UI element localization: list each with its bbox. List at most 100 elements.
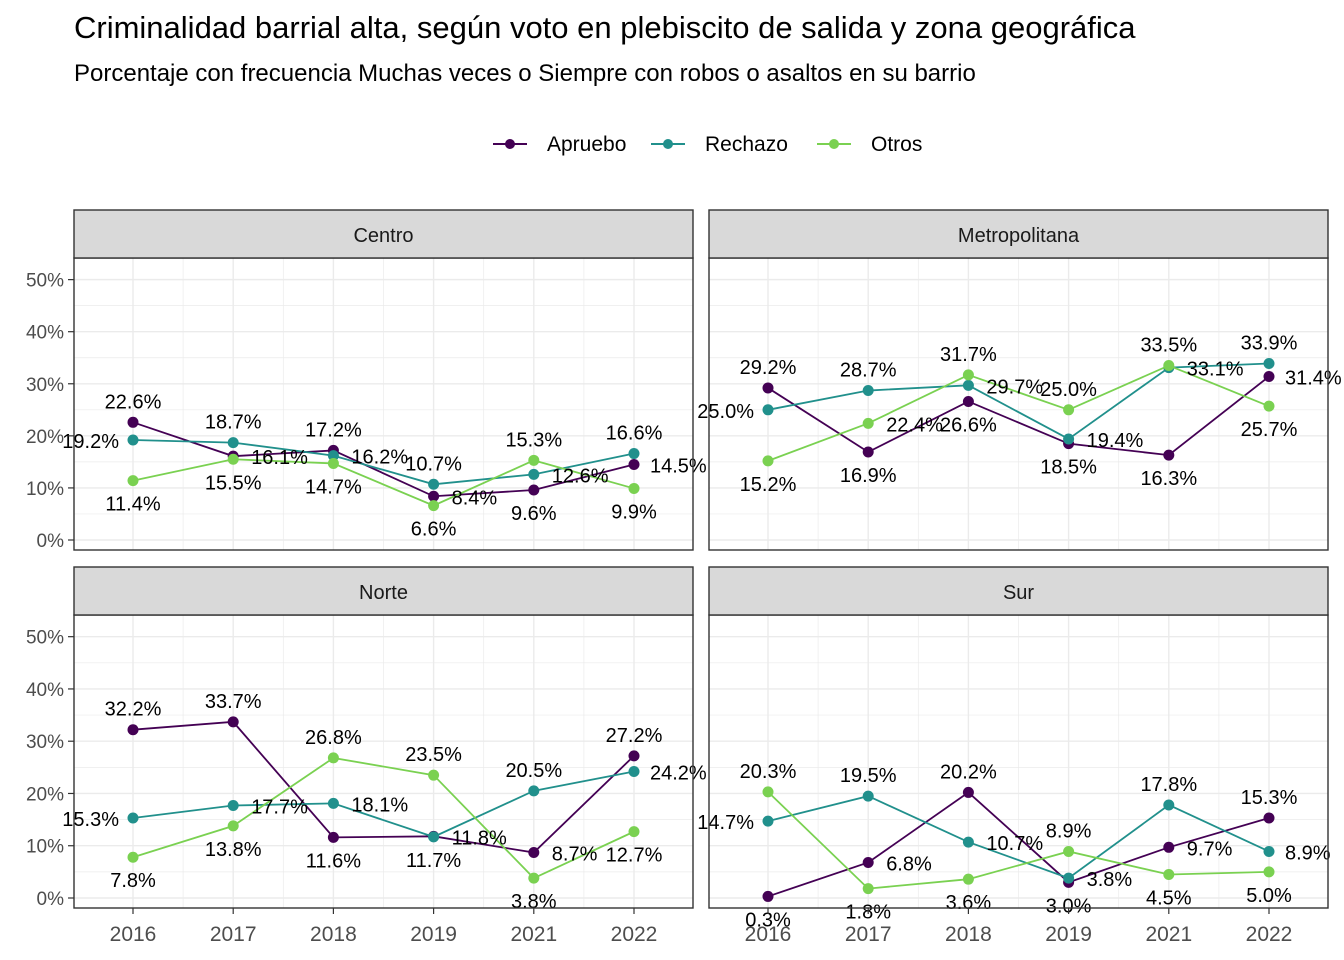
data-label: 14.7%: [305, 476, 362, 498]
data-point: [428, 500, 440, 512]
strip-background: [73, 209, 694, 259]
data-label: 31.7%: [940, 344, 997, 366]
data-label: 27.2%: [606, 725, 663, 747]
data-point: [1063, 845, 1075, 857]
data-label: 11.4%: [105, 494, 160, 516]
data-label: 25.7%: [1241, 419, 1298, 441]
series-line: [767, 791, 1270, 898]
data-label: 8.7%: [552, 844, 598, 866]
x-axis: 2016 2017 2018 2019 2021 2022: [110, 908, 658, 946]
data-label: 12.6%: [552, 465, 609, 487]
data-label: 14.5%: [650, 455, 707, 477]
data-point: [428, 831, 440, 843]
data-point: [628, 458, 640, 470]
data-label: 17.2%: [305, 419, 362, 441]
data-point: [1163, 868, 1175, 880]
legend-label: Apruebo: [547, 133, 626, 156]
x-tick-label: 2016: [745, 923, 792, 946]
data-point: [127, 851, 139, 863]
strip-label: Metropolitana: [958, 225, 1080, 247]
strip-label: Norte: [359, 582, 408, 604]
data-label: 17.7%: [251, 796, 308, 818]
y-tick-label: 20%: [26, 427, 64, 448]
data-label: 16.1%: [251, 447, 308, 469]
data-label: 6.8%: [886, 853, 932, 875]
data-point: [628, 448, 640, 460]
data-label: 28.7%: [840, 360, 897, 382]
data-point: [962, 369, 974, 381]
data-label: 8.9%: [1046, 820, 1092, 842]
y-tick-label: 30%: [26, 732, 64, 753]
x-tick-label: 2022: [611, 923, 658, 946]
series-line: [132, 421, 635, 498]
data-point: [862, 790, 874, 802]
data-label: 25.0%: [1040, 379, 1097, 401]
data-point: [862, 385, 874, 397]
data-point: [127, 475, 139, 487]
data-label: 33.5%: [1140, 335, 1197, 357]
data-point: [528, 785, 540, 797]
data-label: 22.4%: [886, 414, 943, 436]
data-label: 0.3%: [745, 909, 791, 931]
y-tick-label: 10%: [26, 837, 64, 858]
data-point: [1063, 872, 1075, 884]
data-point: [1163, 360, 1175, 372]
data-label: 15.5%: [205, 472, 262, 494]
data-point: [1163, 449, 1175, 461]
data-label: 31.4%: [1285, 367, 1342, 389]
data-point: [528, 454, 540, 466]
strip-background: [708, 209, 1329, 259]
data-point: [327, 831, 339, 843]
data-point: [1263, 357, 1275, 369]
panel-sur: 20.3%14.7%0.3%19.5%6.8%1.8%20.2%10.7%3.6…: [697, 566, 1331, 946]
series-line: [132, 770, 635, 838]
data-label: 26.8%: [305, 727, 362, 749]
data-label: 16.6%: [606, 423, 663, 445]
data-point: [862, 417, 874, 429]
x-tick-label: 2017: [210, 923, 257, 946]
facet-strip: Metropolitana: [708, 209, 1329, 259]
x-axis: 2016 2017 2018 2019 2021 2022: [745, 908, 1293, 946]
data-point: [528, 468, 540, 480]
series-otros: [127, 752, 640, 884]
data-point: [1163, 841, 1175, 853]
grid: [709, 615, 1328, 908]
x-tick-label: 2021: [1145, 923, 1192, 946]
x-tick-label: 2022: [1246, 923, 1293, 946]
data-point: [227, 799, 239, 811]
data-point: [327, 450, 339, 462]
strip-background: [708, 566, 1329, 616]
facet-strip: Sur: [708, 566, 1329, 616]
data-point: [227, 437, 239, 449]
data-label: 8.9%: [1285, 842, 1331, 864]
data-point: [327, 797, 339, 809]
data-label: 18.1%: [351, 794, 408, 816]
data-label: 15.3%: [1241, 787, 1298, 809]
data-point: [962, 395, 974, 407]
data-point: [1263, 370, 1275, 382]
data-point: [762, 890, 774, 902]
series-otros: [127, 453, 640, 512]
data-point: [862, 883, 874, 895]
data-label: 17.8%: [1140, 774, 1197, 796]
facet-strip: Norte: [73, 566, 694, 616]
chart-title: Criminalidad barrial alta, según voto en…: [74, 10, 1136, 45]
data-point: [1163, 799, 1175, 811]
data-label: 33.9%: [1241, 332, 1298, 354]
data-label: 20.3%: [740, 761, 797, 783]
data-point: [428, 490, 440, 502]
data-label: 3.0%: [1046, 895, 1092, 917]
data-point: [862, 856, 874, 868]
data-label: 3.8%: [1087, 869, 1133, 891]
data-label: 5.0%: [1246, 885, 1292, 907]
data-point: [227, 820, 239, 832]
data-label: 9.7%: [1187, 838, 1233, 860]
data-label: 15.3%: [505, 429, 562, 451]
data-labels: 22.6% 19.2% 11.4% 18.7% 16.1% 15.5% 17.2% 16.2%…: [62, 391, 707, 540]
data-point: [127, 812, 139, 824]
y-tick-label: 40%: [26, 323, 64, 344]
data-point: [1063, 404, 1075, 416]
strip-label: Centro: [353, 225, 413, 247]
data-point: [428, 769, 440, 781]
facet-strip: Centro: [73, 209, 694, 259]
